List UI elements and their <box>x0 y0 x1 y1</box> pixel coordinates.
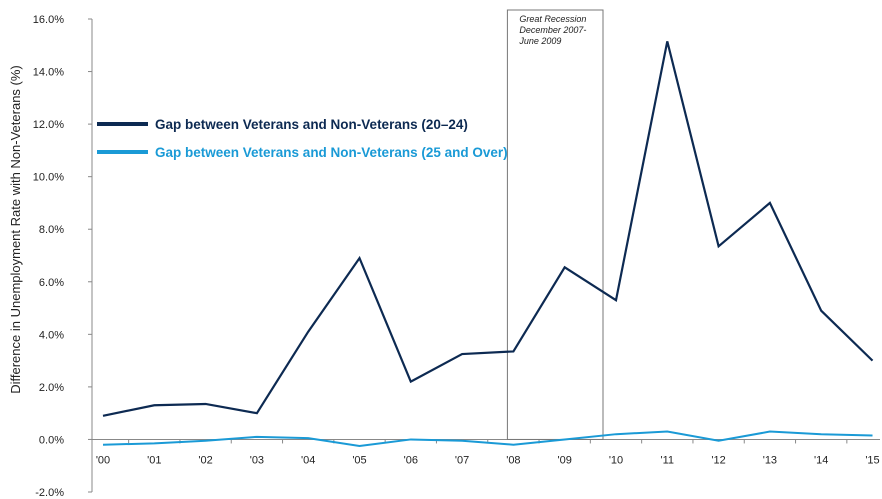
y-tick-label: 8.0% <box>39 224 64 236</box>
recession-label-line-2: December 2007- <box>519 25 586 35</box>
x-tick-label: '04 <box>301 454 315 466</box>
y-tick-label: 6.0% <box>39 277 64 289</box>
x-tick-label: '10 <box>609 454 623 466</box>
y-tick-label: 14.0% <box>33 67 64 79</box>
y-tick-label: 4.0% <box>39 329 64 341</box>
x-tick-label: '07 <box>455 454 469 466</box>
series-line-25-over <box>102 430 873 448</box>
y-tick-label: 16.0% <box>33 14 64 26</box>
recession-label-line-3: June 2009 <box>518 36 561 46</box>
x-tick-label: '11 <box>661 454 675 466</box>
y-tick-label: -2.0% <box>35 487 64 499</box>
y-tick-label: 2.0% <box>39 382 64 394</box>
y-tick-label: 0.0% <box>39 434 64 446</box>
x-tick-label: '08 <box>506 454 520 466</box>
x-tick-label: '05 <box>352 454 366 466</box>
x-tick-label: '03 <box>250 454 264 466</box>
legend-label-20-24: Gap between Veterans and Non-Veterans (2… <box>155 117 468 132</box>
recession-box <box>506 9 604 440</box>
x-axis-ticks: '00 '01 '02 '03 '04 '05 '06 '07 '08 '09 '10 '11 '12 '… <box>96 439 880 466</box>
series-lines <box>102 41 874 448</box>
series-line-20-24 <box>102 41 874 417</box>
x-tick-label: '15 <box>865 454 879 466</box>
y-tick-label: 10.0% <box>33 172 64 184</box>
recession-label-line-1: Great Recession <box>519 14 586 24</box>
x-tick-label: '06 <box>404 454 418 466</box>
x-tick-label: '14 <box>814 454 828 466</box>
x-tick-label: '01 <box>147 454 161 466</box>
x-tick-label: '00 <box>96 454 110 466</box>
x-tick-label: '12 <box>711 454 725 466</box>
y-axis-ticks: -2.0% 0.0% 2.0% 4.0% 6.0% 8.0% 10.0% 12.0% 14.0%… <box>33 14 92 499</box>
legend-label-25-over: Gap between Veterans and Non-Veterans (2… <box>155 145 508 160</box>
y-axis-title: Difference in Unemployment Rate with Non… <box>8 65 23 394</box>
x-tick-label: '09 <box>558 454 572 466</box>
y-tick-label: 12.0% <box>33 119 64 131</box>
x-tick-label: '13 <box>763 454 777 466</box>
recession-annotation: Great Recession December 2007- June 2009 <box>506 9 604 440</box>
legend: Gap between Veterans and Non-Veterans (2… <box>97 117 508 160</box>
x-tick-label: '02 <box>198 454 212 466</box>
